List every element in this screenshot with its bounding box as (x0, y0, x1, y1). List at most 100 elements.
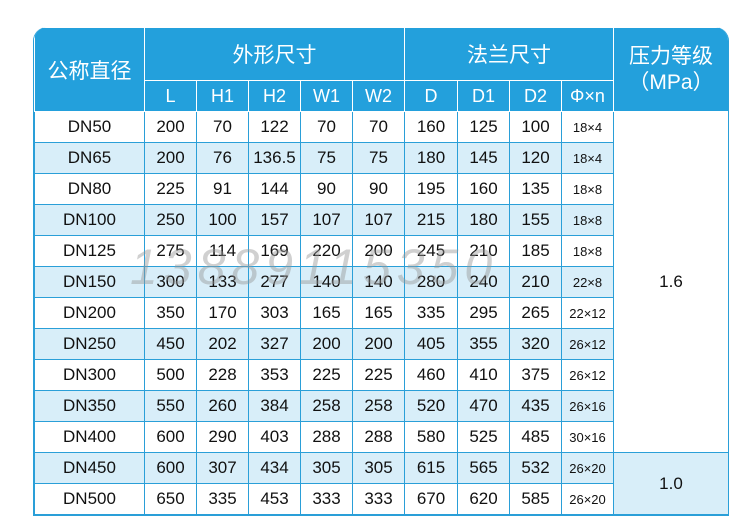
dimension-cell: 405 (404, 328, 458, 360)
dimension-cell: 403 (248, 421, 301, 453)
dimension-cell: 580 (404, 421, 458, 453)
dimension-cell: 333 (300, 483, 353, 515)
header-flange-dimensions: 法兰尺寸 (404, 27, 614, 81)
pressure-unit: （MPa） (628, 70, 714, 94)
dimension-cell: 133 (196, 266, 249, 298)
dimension-cell: 160 (404, 111, 458, 143)
nominal-diameter-cell: DN250 (34, 328, 145, 360)
dimension-cell: 300 (144, 266, 197, 298)
dimension-cell: 485 (509, 421, 562, 453)
dimension-cell: 100 (509, 111, 562, 143)
dimension-cell: 210 (509, 266, 562, 298)
dimension-cell: 277 (248, 266, 301, 298)
dimension-cell: 180 (457, 204, 510, 236)
column-header: D (404, 80, 458, 112)
dimension-cell: 26×12 (561, 359, 614, 391)
header-nominal-diameter: 公称直径 (34, 27, 145, 112)
nominal-diameter-cell: DN150 (34, 266, 145, 298)
dimension-cell: 215 (404, 204, 458, 236)
table-row: DN500 650 335 453 333 333 670 620 585 26×20 (34, 483, 729, 515)
dimension-cell: 305 (300, 452, 353, 484)
dimension-cell: 26×16 (561, 390, 614, 422)
dimension-cell: 550 (144, 390, 197, 422)
dimension-cell: 122 (248, 111, 301, 143)
dimension-cell: 320 (509, 328, 562, 360)
dimension-cell: 120 (509, 142, 562, 174)
dimension-cell: 295 (457, 297, 510, 329)
dimension-cell: 333 (352, 483, 405, 515)
dimension-cell: 107 (352, 204, 405, 236)
table-row: DN65 200 76 136.5 75 75 180 145 120 18×4 (34, 142, 729, 174)
dimension-cell: 70 (352, 111, 405, 143)
table-row: DN350 550 260 384 258 258 520 470 435 26×16 (34, 390, 729, 422)
dimension-cell: 670 (404, 483, 458, 515)
dimension-cell: 220 (300, 235, 353, 267)
spec-table: 公称直径 外形尺寸 法兰尺寸 压力等级 （MPa） L H1 H2 W1 W2 D D1 D2 Φ… (34, 27, 729, 515)
nominal-diameter-cell: DN450 (34, 452, 145, 484)
dimension-cell: 200 (352, 328, 405, 360)
dimension-cell: 260 (196, 390, 249, 422)
table-row: DN300 500 228 353 225 225 460 410 375 26×12 (34, 359, 729, 391)
dimension-cell: 280 (404, 266, 458, 298)
dimension-cell: 307 (196, 452, 249, 484)
dimension-cell: 288 (300, 421, 353, 453)
table-row: DN200 350 170 303 165 165 335 295 265 22×12 (34, 297, 729, 329)
dimension-cell: 250 (144, 204, 197, 236)
dimension-cell: 200 (144, 142, 197, 174)
dimension-cell: 70 (300, 111, 353, 143)
dimension-cell: 275 (144, 235, 197, 267)
dimension-cell: 18×8 (561, 173, 614, 205)
dimension-cell: 26×20 (561, 483, 614, 515)
dimension-cell: 210 (457, 235, 510, 267)
nominal-diameter-cell: DN350 (34, 390, 145, 422)
nominal-diameter-cell: DN80 (34, 173, 145, 205)
dimension-cell: 202 (196, 328, 249, 360)
dimension-cell: 90 (352, 173, 405, 205)
dimension-cell: 90 (300, 173, 353, 205)
dimension-cell: 200 (144, 111, 197, 143)
column-header: H1 (196, 80, 249, 112)
table-row: DN400 600 290 403 288 288 580 525 485 30×16 (34, 421, 729, 453)
nominal-diameter-cell: DN200 (34, 297, 145, 329)
dimension-cell: 225 (352, 359, 405, 391)
header-pressure-rating: 压力等级 （MPa） (613, 27, 728, 112)
dimension-cell: 355 (457, 328, 510, 360)
dimension-cell: 75 (300, 142, 353, 174)
dimension-cell: 22×12 (561, 297, 614, 329)
dimension-cell: 160 (457, 173, 510, 205)
dimension-cell: 520 (404, 390, 458, 422)
nominal-diameter-cell: DN50 (34, 111, 145, 143)
pressure-cell: 1.0 (613, 452, 728, 515)
dimension-cell: 228 (196, 359, 249, 391)
dimension-cell: 169 (248, 235, 301, 267)
dimension-cell: 450 (144, 328, 197, 360)
dimension-cell: 91 (196, 173, 249, 205)
dimension-cell: 305 (352, 452, 405, 484)
column-header: H2 (248, 80, 301, 112)
dimension-cell: 470 (457, 390, 510, 422)
dimension-cell: 335 (196, 483, 249, 515)
dimension-cell: 435 (509, 390, 562, 422)
dimension-cell: 22×8 (561, 266, 614, 298)
dimension-cell: 615 (404, 452, 458, 484)
dimension-cell: 76 (196, 142, 249, 174)
dimension-cell: 170 (196, 297, 249, 329)
dimension-cell: 600 (144, 452, 197, 484)
dimension-cell: 525 (457, 421, 510, 453)
dimension-cell: 410 (457, 359, 510, 391)
dimension-cell: 18×4 (561, 111, 614, 143)
dimension-cell: 70 (196, 111, 249, 143)
dimension-cell: 258 (300, 390, 353, 422)
nominal-diameter-cell: DN65 (34, 142, 145, 174)
table-row: DN150 300 133 277 140 140 280 240 210 22×8 (34, 266, 729, 298)
column-header: Φ×n (561, 80, 614, 112)
dimension-cell: 288 (352, 421, 405, 453)
table-row: DN100 250 100 157 107 107 215 180 155 18×8 (34, 204, 729, 236)
dimension-cell: 200 (300, 328, 353, 360)
dimension-cell: 18×8 (561, 204, 614, 236)
dimension-cell: 500 (144, 359, 197, 391)
nominal-diameter-cell: DN300 (34, 359, 145, 391)
dimension-cell: 384 (248, 390, 301, 422)
dimension-cell: 350 (144, 297, 197, 329)
table-row: DN250 450 202 327 200 200 405 355 320 26×12 (34, 328, 729, 360)
